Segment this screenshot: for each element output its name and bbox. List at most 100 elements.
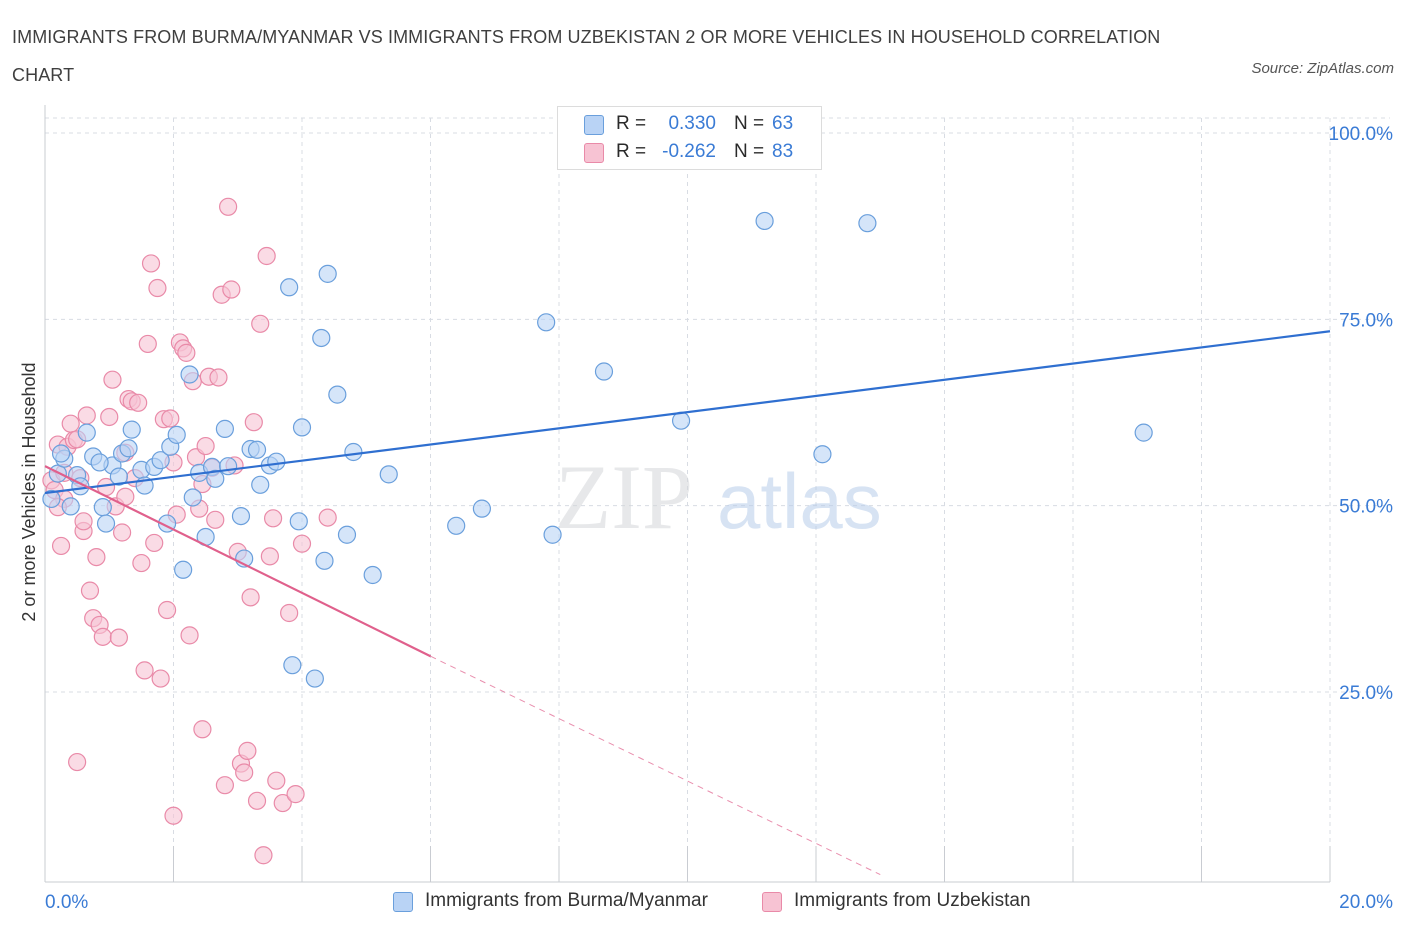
trend-line-uzbekistan	[44, 465, 431, 658]
data-point-burma	[315, 551, 334, 570]
data-point-burma	[267, 452, 286, 471]
data-point-uzbekistan	[177, 343, 196, 362]
data-point-uzbekistan	[260, 547, 279, 566]
data-point-burma	[96, 514, 116, 533]
data-point-uzbekistan	[238, 741, 257, 760]
data-point-uzbekistan	[135, 661, 154, 680]
data-point-burma	[312, 328, 331, 348]
data-point-burma	[858, 214, 877, 233]
series-uzbekistan-points	[42, 197, 337, 865]
data-point-uzbekistan	[251, 314, 270, 333]
data-point-burma	[77, 423, 96, 442]
data-point-uzbekistan	[222, 280, 241, 299]
y-tick-label: 50.0%	[1339, 497, 1393, 518]
data-point-burma	[42, 489, 61, 509]
data-point-uzbekistan	[93, 627, 112, 646]
legend-r-value: -0.262	[662, 141, 716, 162]
data-point-uzbekistan	[280, 603, 299, 623]
data-point-uzbekistan	[109, 628, 128, 647]
data-point-burma	[318, 264, 337, 283]
data-point-burma	[215, 419, 234, 438]
data-point-burma	[1134, 423, 1153, 442]
data-point-burma	[231, 507, 251, 526]
data-point-uzbekistan	[241, 588, 260, 607]
data-point-burma	[328, 385, 347, 404]
data-point-burma	[344, 442, 363, 462]
y-tick-label: 75.0%	[1339, 310, 1393, 331]
data-point-uzbekistan	[254, 846, 273, 865]
data-point-burma	[93, 498, 112, 517]
legend-r-value: 0.330	[668, 113, 716, 134]
correlation-legend: R = 0.330 N = 63 R = -0.262 N = 83	[557, 106, 822, 170]
data-point-uzbekistan	[132, 553, 151, 573]
x-tick-label: 0.0%	[45, 892, 88, 913]
data-point-burma	[109, 467, 128, 486]
source-note: Source: ZipAtlas.com	[1251, 60, 1394, 77]
y-axis-label: 2 or more Vehicles in Household	[19, 362, 39, 621]
data-point-uzbekistan	[77, 406, 96, 425]
chart-title: IMMIGRANTS FROM BURMA/MYANMAR VS IMMIGRA…	[12, 27, 1161, 85]
legend-row-burma: R = 0.330 N = 63	[558, 111, 821, 137]
data-point-burma	[543, 525, 562, 544]
legend-n-label: N =	[734, 113, 765, 134]
data-point-uzbekistan	[267, 771, 286, 790]
data-point-uzbekistan	[141, 254, 161, 273]
trend-lines	[44, 330, 1331, 876]
legend-label-uzbek: Immigrants from Uzbekistan	[794, 890, 1031, 911]
data-point-burma	[119, 439, 138, 458]
data-point-uzbekistan	[318, 508, 337, 527]
data-point-uzbekistan	[103, 370, 122, 389]
data-point-burma	[289, 512, 308, 531]
data-point-burma	[280, 278, 299, 297]
data-point-uzbekistan	[263, 509, 283, 528]
data-point-burma	[180, 365, 199, 384]
data-point-burma	[292, 418, 312, 437]
data-point-burma	[594, 362, 614, 381]
data-point-burma	[447, 516, 466, 535]
data-point-burma	[122, 420, 141, 439]
data-point-burma	[174, 560, 193, 579]
data-point-burma	[537, 313, 556, 332]
legend-swatch-burma	[584, 115, 604, 135]
data-point-uzbekistan	[148, 278, 167, 298]
legend-r-label: R =	[616, 113, 647, 134]
data-point-burma	[206, 469, 225, 488]
data-point-uzbekistan	[292, 534, 312, 553]
data-point-uzbekistan	[193, 720, 212, 739]
data-point-uzbekistan	[80, 581, 100, 600]
data-point-burma	[219, 457, 238, 476]
data-point-burma	[61, 497, 80, 516]
legend-row-uzbek: R = -0.262 N = 83	[558, 139, 821, 165]
data-point-uzbekistan	[129, 393, 148, 412]
data-point-uzbekistan	[196, 436, 215, 456]
watermark: ZIP atlas	[555, 446, 882, 548]
data-point-burma	[90, 453, 109, 472]
legend-label-burma: Immigrants from Burma/Myanmar	[425, 890, 708, 911]
legend-n-value: 83	[772, 141, 794, 162]
data-point-burma	[472, 499, 491, 518]
data-point-uzbekistan	[247, 791, 267, 810]
data-point-uzbekistan	[61, 414, 80, 433]
data-point-uzbekistan	[145, 533, 164, 553]
legend-n-label: N =	[734, 141, 765, 162]
y-tick-label: 25.0%	[1339, 683, 1393, 704]
y-tick-label: 100.0%	[1329, 124, 1394, 145]
data-point-uzbekistan	[112, 523, 132, 542]
data-point-uzbekistan	[164, 806, 183, 825]
data-point-burma	[247, 440, 267, 459]
data-point-uzbekistan	[100, 407, 119, 427]
data-point-burma	[363, 565, 382, 585]
data-point-burma	[183, 488, 202, 507]
data-point-burma	[813, 445, 832, 464]
data-point-uzbekistan	[209, 368, 228, 387]
data-point-burma	[283, 656, 302, 675]
data-point-uzbekistan	[273, 793, 292, 813]
data-point-uzbekistan	[180, 626, 199, 645]
legend-swatch-burma	[393, 892, 413, 912]
data-point-uzbekistan	[244, 413, 263, 432]
data-point-uzbekistan	[74, 512, 93, 531]
data-point-uzbekistan	[151, 669, 170, 688]
data-point-uzbekistan	[215, 776, 234, 795]
tick-labels: 100.0% 75.0% 50.0% 25.0% 0.0% 20.0%	[45, 124, 1393, 913]
